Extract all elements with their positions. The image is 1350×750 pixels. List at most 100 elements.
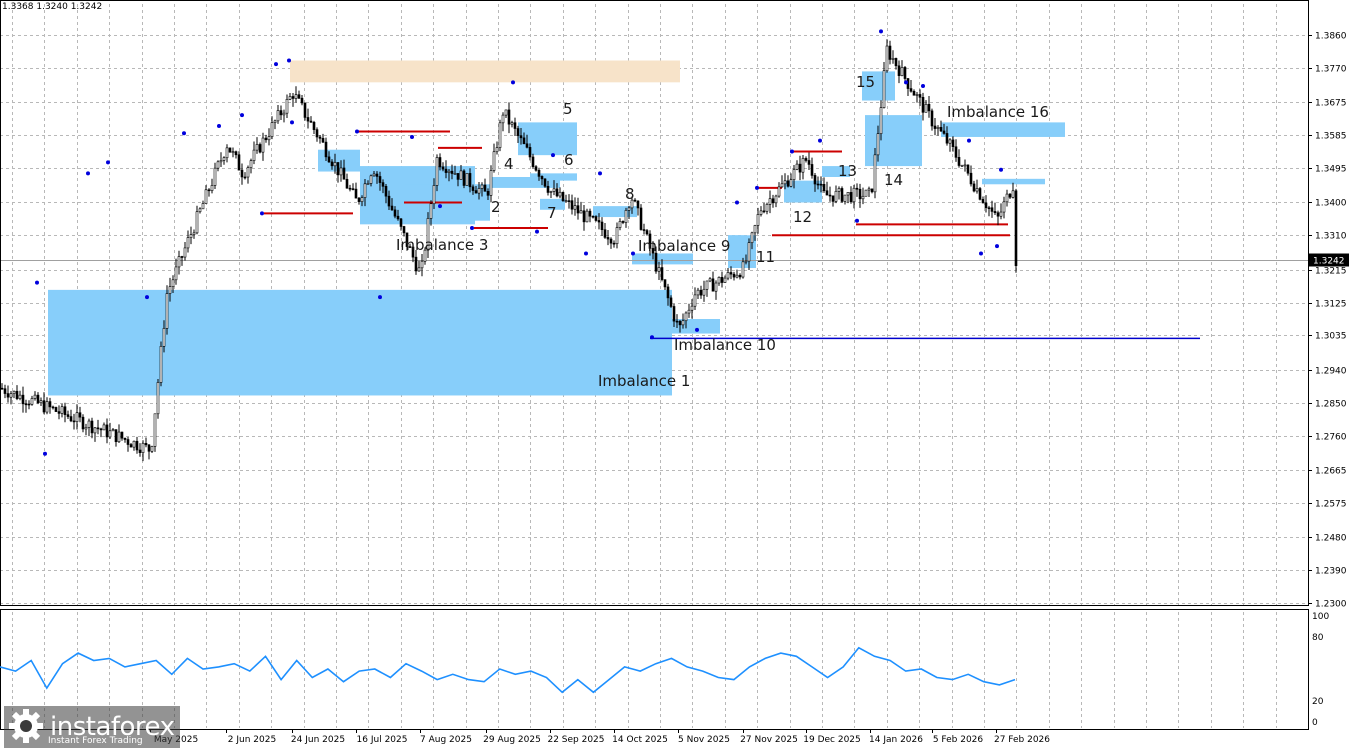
candle-body (1005, 193, 1009, 203)
candle-body (936, 127, 940, 129)
candle-body (684, 312, 688, 322)
fractal-marker (818, 138, 822, 143)
candle-body (42, 400, 46, 413)
candle-body (234, 151, 238, 156)
candle-body (987, 207, 991, 210)
candle-body (219, 160, 223, 163)
candle-body (189, 234, 193, 238)
candle-body (171, 279, 175, 287)
candle-body (402, 226, 406, 234)
candle-body (408, 246, 412, 248)
zone-label: 14 (884, 171, 903, 189)
candle-body (348, 187, 352, 190)
candle-body (318, 136, 322, 139)
candle-body (543, 178, 547, 187)
candle-body (501, 114, 505, 124)
fractal-marker (35, 280, 39, 285)
candle-body (327, 156, 331, 163)
candle-body (804, 158, 808, 161)
candle-body (108, 430, 112, 438)
candle-body (981, 199, 985, 204)
candle-body (333, 162, 337, 167)
date-tick-label: 22 Sep 2025 (547, 735, 604, 745)
imbalance-zone (862, 71, 895, 101)
fractal-marker (967, 138, 971, 143)
candle-body (942, 130, 946, 134)
price-tick-label: 1.3310 (1315, 232, 1347, 242)
candle-body (756, 214, 760, 226)
fractal-marker (240, 113, 244, 118)
candlestick-series (0, 29, 1018, 462)
imbalance-zone (540, 198, 565, 210)
candle-body (90, 420, 94, 434)
candle-body (702, 288, 706, 296)
current-price-label: 1.3242 (1313, 257, 1345, 267)
candle-body (882, 70, 886, 108)
imbalance-zone (982, 178, 1045, 185)
price-tick-label: 1.3495 (1315, 165, 1347, 175)
candle-body (735, 274, 739, 278)
candle-body (342, 167, 346, 180)
candle-body (366, 183, 370, 185)
fractal-marker (695, 327, 699, 332)
candle-body (399, 218, 403, 227)
oscillator-panel: 100 80 20 0 (0, 612, 1329, 728)
candle-body (204, 189, 208, 204)
candle-body (51, 406, 55, 409)
candle-body (369, 175, 373, 184)
candle-body (816, 183, 820, 186)
candle-body (363, 183, 367, 198)
price-tick-label: 1.2480 (1315, 534, 1347, 544)
candle-body (417, 267, 421, 272)
candle-body (381, 182, 385, 187)
candle-body (453, 173, 457, 175)
candle-body (1002, 201, 1006, 213)
candle-body (771, 198, 775, 204)
candle-body (231, 151, 235, 153)
candle-body (579, 210, 583, 214)
date-tick-label: 29 Aug 2025 (483, 735, 541, 745)
osc-tick-label: 0 (1312, 718, 1318, 728)
candle-body (738, 274, 742, 278)
imbalance-zone (865, 115, 922, 167)
candle-body (903, 67, 907, 79)
candle-body (801, 158, 805, 173)
date-tick-label: 5 Feb 2026 (933, 735, 984, 745)
zone-label: 7 (547, 204, 557, 222)
candle-body (555, 188, 559, 197)
candle-body (438, 157, 442, 168)
price-tick-label: 1.3215 (1315, 267, 1347, 277)
candle-body (198, 208, 202, 213)
candle-body (63, 406, 67, 415)
candle-body (252, 149, 256, 161)
candle-body (678, 320, 682, 326)
candle-body (945, 133, 949, 144)
candle-body (855, 187, 859, 190)
candle-body (792, 169, 796, 180)
candle-body (762, 210, 766, 213)
candle-body (978, 188, 982, 200)
candle-body (306, 117, 310, 122)
zone-label: 5 (563, 100, 573, 118)
candle-body (915, 94, 919, 96)
candle-body (129, 444, 133, 448)
fractal-marker (287, 58, 291, 63)
date-tick-label: 14 Jan 2026 (869, 735, 923, 745)
candle-body (432, 185, 436, 205)
fractal-marker (551, 153, 555, 158)
osc-frame (0, 609, 1309, 730)
candle-body (81, 416, 85, 430)
candle-body (180, 256, 184, 258)
candle-body (624, 210, 628, 223)
candle-body (930, 110, 934, 127)
fractal-marker (535, 229, 539, 234)
candle-body (372, 173, 376, 177)
candle-body (48, 401, 52, 408)
fractal-marker (755, 185, 759, 190)
candle-body (720, 276, 724, 283)
candle-body (201, 203, 205, 210)
fractal-marker (378, 295, 382, 300)
candle-body (60, 406, 64, 414)
candle-body (336, 162, 340, 176)
candle-body (990, 207, 994, 212)
